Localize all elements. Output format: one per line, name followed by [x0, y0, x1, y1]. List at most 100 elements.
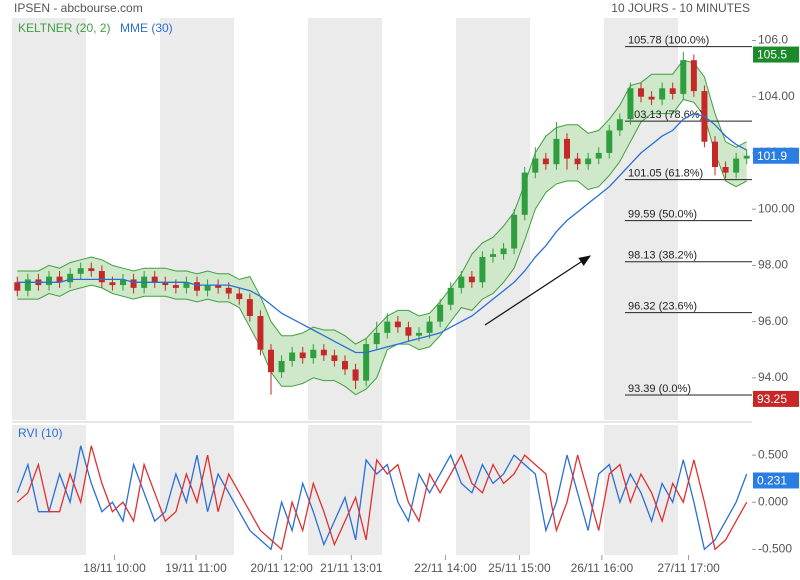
- price-tag-label: 0.231: [757, 474, 787, 488]
- candle-body: [521, 172, 528, 215]
- candle-body: [236, 293, 243, 300]
- candle-body: [447, 287, 454, 305]
- candle-body: [289, 352, 296, 361]
- candle-body: [405, 327, 412, 336]
- candle-body: [690, 60, 697, 92]
- fib-label: 101.05 (61.8%): [628, 168, 703, 180]
- x-tick-label: 26/11 16:00: [571, 561, 634, 575]
- candle-body: [352, 369, 359, 381]
- session-band: [12, 18, 86, 420]
- candle-body: [172, 285, 179, 288]
- candle-body: [458, 276, 465, 288]
- candle-body: [246, 299, 253, 316]
- candle-body: [553, 138, 560, 165]
- session-band: [604, 425, 678, 555]
- candle-body: [204, 285, 211, 291]
- y-tick-label: -0.500: [758, 542, 792, 556]
- candle-body: [162, 282, 169, 286]
- candle-body: [585, 158, 592, 165]
- candle-body: [416, 332, 422, 336]
- candle-body: [669, 88, 676, 94]
- x-tick-label: 25/11 15:00: [488, 561, 551, 575]
- price-tag: [753, 390, 799, 407]
- candle-body: [437, 304, 444, 322]
- session-band: [160, 425, 234, 555]
- candle-body: [56, 276, 63, 283]
- keltner-upper: [17, 59, 747, 345]
- candle-body: [479, 256, 486, 283]
- candle-body: [616, 119, 623, 131]
- session-band: [456, 425, 530, 555]
- candle-body: [500, 248, 507, 255]
- x-tick-label: 21/11 13:01: [320, 561, 383, 575]
- price-tag-label: 93.25: [757, 392, 787, 406]
- chart-title: IPSEN - abcbourse.com: [14, 1, 143, 15]
- candle-body: [595, 152, 602, 159]
- candle-body: [268, 349, 274, 373]
- y-tick-label: 0.000: [758, 494, 788, 508]
- legend-entry: KELTNER (20, 2): [18, 21, 110, 35]
- candle-body: [722, 166, 729, 173]
- candle-body: [14, 282, 21, 291]
- fib-label: 93.39 (0.0%): [628, 383, 691, 395]
- candle-body: [659, 88, 666, 100]
- candle-body: [680, 60, 687, 94]
- candle-body: [712, 141, 718, 167]
- fib-label: 96.32 (23.6%): [628, 301, 697, 313]
- candle-body: [77, 268, 84, 274]
- candle-body: [532, 158, 539, 173]
- candle-body: [426, 321, 433, 333]
- candle-body: [151, 276, 158, 283]
- candle-body: [574, 158, 581, 165]
- candle-body: [627, 88, 634, 120]
- y-tick-label: 98.00: [758, 258, 788, 272]
- keltner-lower: [17, 98, 747, 396]
- y-tick-label: 0.500: [758, 447, 788, 461]
- candle-body: [194, 282, 200, 291]
- x-tick-label: 19/11 11:00: [165, 561, 227, 575]
- x-tick-label: 27/11 17:00: [657, 561, 720, 575]
- y-tick-label: 100.00: [758, 201, 795, 215]
- panel-title: RVI (10): [18, 426, 62, 440]
- mme-line: [17, 112, 748, 354]
- candle-body: [648, 96, 655, 100]
- candle-body: [130, 279, 137, 288]
- y-tick-label: 106.0: [758, 33, 788, 47]
- rvi-line: [16, 445, 748, 551]
- candle-body: [257, 315, 264, 350]
- fib-label: 99.59 (50.0%): [628, 209, 697, 221]
- candle-body: [342, 360, 348, 370]
- candle-body: [394, 321, 401, 328]
- candle-body: [468, 276, 475, 283]
- candle-body: [46, 276, 52, 286]
- candle-body: [299, 352, 306, 359]
- price-tag: [753, 46, 799, 63]
- candle-body: [109, 282, 116, 286]
- price-tag: [753, 472, 799, 489]
- session-band: [160, 18, 234, 420]
- candle-body: [384, 321, 391, 333]
- y-tick-label: 96.00: [758, 314, 788, 328]
- candle-body: [278, 360, 285, 373]
- fib-label: 105.78 (100.0%): [628, 35, 709, 47]
- x-tick-label: 18/11 10:00: [83, 561, 146, 575]
- x-tick-label: 22/11 14:00: [414, 561, 477, 575]
- y-tick-label: 94.00: [758, 370, 788, 384]
- candle-body: [606, 130, 613, 153]
- candle-body: [310, 349, 317, 359]
- candle-body: [67, 273, 74, 283]
- candle-body: [542, 158, 549, 165]
- candle-body: [183, 282, 190, 288]
- y-tick-label: 104.00: [758, 89, 795, 103]
- price-tag: [753, 147, 799, 164]
- session-band: [12, 425, 86, 555]
- candle-body: [215, 285, 222, 288]
- candle-body: [733, 158, 740, 173]
- candle-body: [511, 214, 518, 249]
- candle-body: [225, 287, 232, 294]
- candle-body: [564, 138, 570, 159]
- price-tag-label: 105.5: [757, 48, 787, 62]
- arrow-annotation: [484, 255, 592, 326]
- candle-body: [120, 279, 126, 286]
